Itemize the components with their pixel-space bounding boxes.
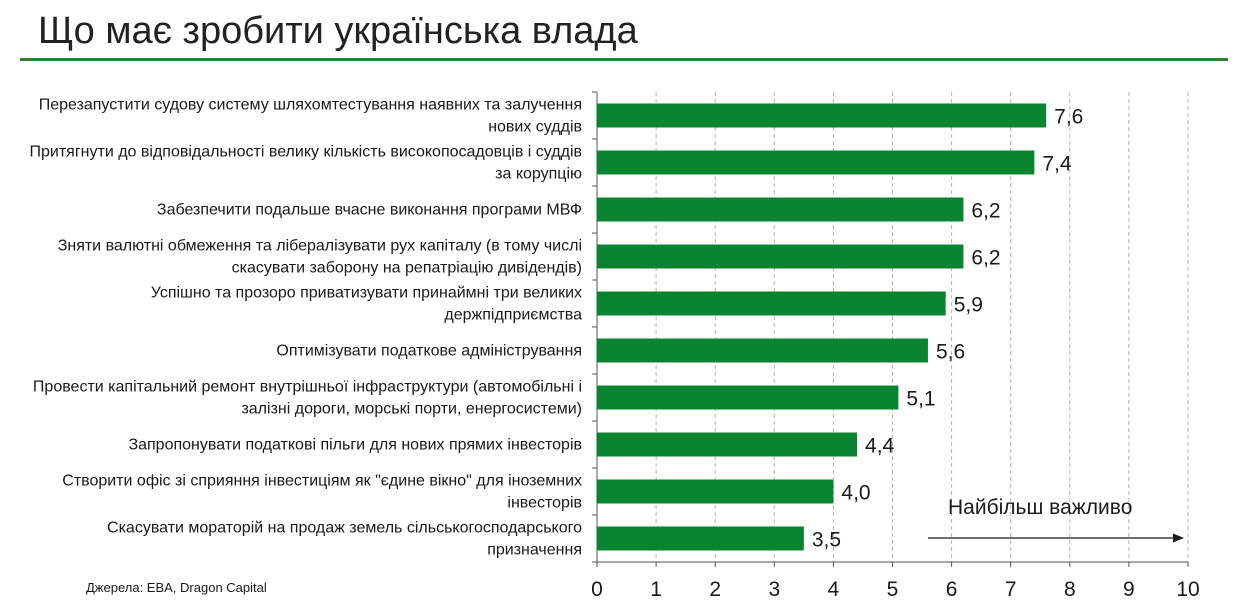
x-axis: 0 1 2 3 4 5 6 7 8 9 10 xyxy=(591,91,1200,601)
x-tick-label: 4 xyxy=(828,578,840,601)
category-label: Перезапустити судову систему шляхомтесту… xyxy=(39,97,582,114)
category-label: Успішно та прозоро приватизувати принайм… xyxy=(151,285,582,302)
bar-value-label: 6,2 xyxy=(971,247,1000,270)
category-label: інвесторів xyxy=(507,495,582,512)
bar-value-label: 3,5 xyxy=(812,529,841,552)
annotation-arrow-head-icon xyxy=(1173,533,1184,543)
x-tick-label: 2 xyxy=(709,578,721,601)
bar-value-label: 5,9 xyxy=(954,294,983,317)
x-tick-label: 10 xyxy=(1176,578,1199,601)
category-label: Скасувати мораторій на продаж земель сіл… xyxy=(107,520,582,537)
chart-title: Що має зробити українська влада xyxy=(38,10,638,52)
category-label: нових суддів xyxy=(488,119,582,136)
category-label: Притягнути до відповідальності велику кі… xyxy=(30,144,583,161)
category-label: Провести капітальний ремонт внутрішньої … xyxy=(33,379,582,396)
annotation-label: Найбільш важливо xyxy=(948,496,1132,519)
x-tick-label: 1 xyxy=(650,578,662,601)
category-label: залізні дороги, морські порти, енергосис… xyxy=(241,401,582,418)
bar xyxy=(597,103,1047,128)
bar xyxy=(597,291,946,316)
bar-value-label: 7,6 xyxy=(1054,106,1083,129)
x-tick-label: 0 xyxy=(591,578,603,601)
category-label: Запропонувати податкові пільги для нових… xyxy=(128,437,582,454)
bar-value-label: 5,6 xyxy=(936,341,965,364)
bar xyxy=(597,479,834,504)
category-label: Зняти валютні обмеження та лібералізуват… xyxy=(58,238,582,255)
x-tick-label: 9 xyxy=(1123,578,1135,601)
bar xyxy=(597,244,964,269)
x-tick-label: 7 xyxy=(1005,578,1017,601)
category-label: Забезпечити подальше вчасне виконання пр… xyxy=(157,202,582,219)
category-label: Створити офіс зі сприяння інвестиціям як… xyxy=(62,473,582,490)
category-label: Оптимізувати податкове адміністрування xyxy=(276,343,582,360)
source-note: Джерела: EBA, Dragon Capital xyxy=(86,580,267,595)
title-divider xyxy=(20,58,1228,61)
x-tick-label: 6 xyxy=(946,578,958,601)
bar-value-label: 5,1 xyxy=(906,388,935,411)
bar xyxy=(597,526,804,551)
bar-value-label: 4,0 xyxy=(841,482,870,505)
bar xyxy=(597,150,1035,175)
category-label: скасувати заборону на репатріацію дивіде… xyxy=(232,260,582,277)
category-label: призначення xyxy=(487,542,582,559)
x-tick-label: 3 xyxy=(768,578,780,601)
annotation: Найбільш важливо xyxy=(928,496,1184,543)
x-tick-label: 5 xyxy=(887,578,899,601)
category-labels: Перезапустити судову систему шляхомтесту… xyxy=(30,97,583,559)
bar xyxy=(597,197,964,222)
bar-value-label: 6,2 xyxy=(971,200,1000,223)
x-tick-label: 8 xyxy=(1064,578,1076,601)
bar-value-label: 4,4 xyxy=(865,435,895,458)
category-label: за корупцію xyxy=(495,166,582,183)
bar xyxy=(597,432,858,457)
bar xyxy=(597,338,928,363)
bar-value-label: 7,4 xyxy=(1042,153,1072,176)
bar xyxy=(597,385,899,410)
bars: 7,6 7,4 6,2 6,2 5,9 5,6 5,1 4,4 4,0 3,5 xyxy=(597,103,1083,552)
category-label: держпідприємства xyxy=(444,307,582,324)
